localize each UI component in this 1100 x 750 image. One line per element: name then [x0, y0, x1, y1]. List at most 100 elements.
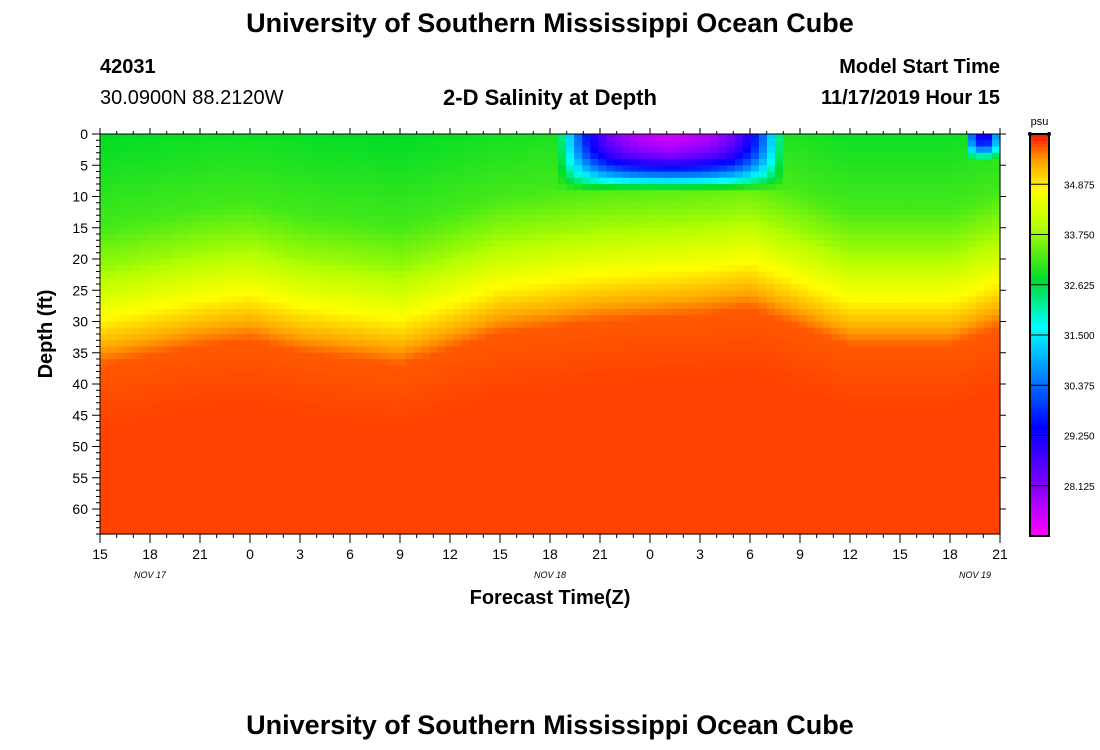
heatmap-cell — [469, 240, 479, 248]
heatmap-cell — [501, 484, 511, 491]
heatmap-cell — [276, 240, 286, 248]
heatmap-cell — [300, 302, 310, 310]
heatmap-cell — [429, 521, 439, 529]
heatmap-cell — [341, 452, 350, 460]
heatmap-cell — [662, 177, 672, 185]
heatmap-cell — [710, 440, 720, 448]
heatmap-cell — [100, 515, 109, 523]
heatmap-cell — [228, 265, 238, 273]
heatmap-cell — [469, 515, 479, 523]
heatmap-cell — [453, 527, 463, 535]
heatmap-cell — [260, 209, 270, 216]
heatmap-cell — [132, 446, 141, 454]
heatmap-cell — [437, 427, 447, 435]
heatmap-cell — [590, 521, 599, 529]
heatmap-cell — [397, 402, 406, 410]
heatmap-cell — [646, 434, 656, 441]
heatmap-cell — [236, 146, 246, 154]
heatmap-cell — [140, 146, 149, 154]
heatmap-cell — [638, 396, 648, 404]
heatmap-cell — [606, 352, 615, 360]
heatmap-cell — [236, 346, 246, 354]
heatmap-cell — [244, 465, 254, 473]
heatmap-cell — [116, 359, 125, 366]
heatmap-cell — [300, 471, 310, 479]
heatmap-cell — [389, 215, 398, 223]
heatmap-cell — [566, 359, 575, 366]
heatmap-cell — [646, 215, 656, 223]
heatmap-cell — [670, 465, 680, 473]
heatmap-cell — [678, 452, 688, 460]
heatmap-cell — [308, 277, 318, 285]
heatmap-cell — [389, 359, 398, 366]
heatmap-cell — [493, 321, 503, 329]
heatmap-cell — [284, 234, 294, 241]
heatmap-cell — [124, 415, 133, 423]
heatmap-cell — [590, 390, 599, 398]
heatmap-cell — [654, 390, 664, 398]
heatmap-cell — [220, 327, 230, 335]
heatmap-cell — [100, 359, 109, 366]
heatmap-cell — [445, 215, 455, 223]
heatmap-cell — [541, 259, 551, 266]
heatmap-cell — [252, 496, 262, 504]
heatmap-cell — [300, 315, 310, 323]
heatmap-cell — [132, 284, 141, 291]
heatmap-cell — [381, 446, 390, 454]
heatmap-cell — [646, 159, 656, 166]
heatmap-cell — [437, 209, 447, 216]
heatmap-cell — [252, 190, 262, 198]
heatmap-cell — [236, 315, 246, 323]
heatmap-cell — [525, 440, 535, 448]
heatmap-cell — [686, 184, 696, 191]
heatmap-cell — [124, 471, 133, 479]
heatmap-cell — [509, 246, 519, 254]
heatmap-cell — [325, 477, 334, 485]
heatmap-cell — [268, 346, 278, 354]
heatmap-cell — [606, 415, 615, 423]
heatmap-cell — [180, 165, 189, 173]
heatmap-cell — [276, 277, 286, 285]
heatmap-cell — [300, 371, 310, 379]
heatmap-cell — [349, 477, 358, 485]
heatmap-cell — [164, 359, 173, 366]
heatmap-cell — [429, 409, 439, 416]
heatmap-cell — [550, 246, 559, 254]
heatmap-cell — [517, 490, 527, 498]
heatmap-cell — [533, 184, 543, 191]
heatmap-cell — [268, 327, 278, 335]
heatmap-cell — [325, 509, 334, 516]
heatmap-cell — [276, 390, 286, 398]
heatmap-cell — [501, 390, 511, 398]
heatmap-cell — [429, 284, 439, 291]
heatmap-cell — [148, 265, 157, 273]
heatmap-cell — [493, 152, 503, 160]
heatmap-cell — [718, 165, 728, 173]
heatmap-cell — [108, 246, 117, 254]
heatmap-cell — [558, 459, 567, 466]
heatmap-cell — [260, 421, 270, 429]
heatmap-cell — [710, 177, 720, 185]
heatmap-cell — [550, 521, 559, 529]
heatmap-cell — [204, 196, 214, 204]
heatmap-cell — [702, 171, 712, 179]
heatmap-cell — [662, 290, 672, 298]
heatmap-cell — [638, 465, 648, 473]
heatmap-cell — [397, 396, 406, 404]
heatmap-cell — [686, 240, 696, 248]
heatmap-cell — [308, 309, 318, 316]
heatmap-cell — [260, 396, 270, 404]
heatmap-cell — [461, 171, 471, 179]
heatmap-cell — [284, 165, 294, 173]
heatmap-cell — [349, 352, 358, 360]
heatmap-cell — [710, 502, 720, 510]
heatmap-cell — [212, 346, 222, 354]
heatmap-cell — [373, 177, 382, 185]
heatmap-cell — [574, 265, 583, 273]
heatmap-cell — [397, 234, 406, 241]
heatmap-cell — [244, 271, 254, 279]
heatmap-cell — [533, 452, 543, 460]
heatmap-cell — [606, 409, 615, 416]
heatmap-cell — [373, 209, 382, 216]
heatmap-cell — [437, 484, 447, 491]
